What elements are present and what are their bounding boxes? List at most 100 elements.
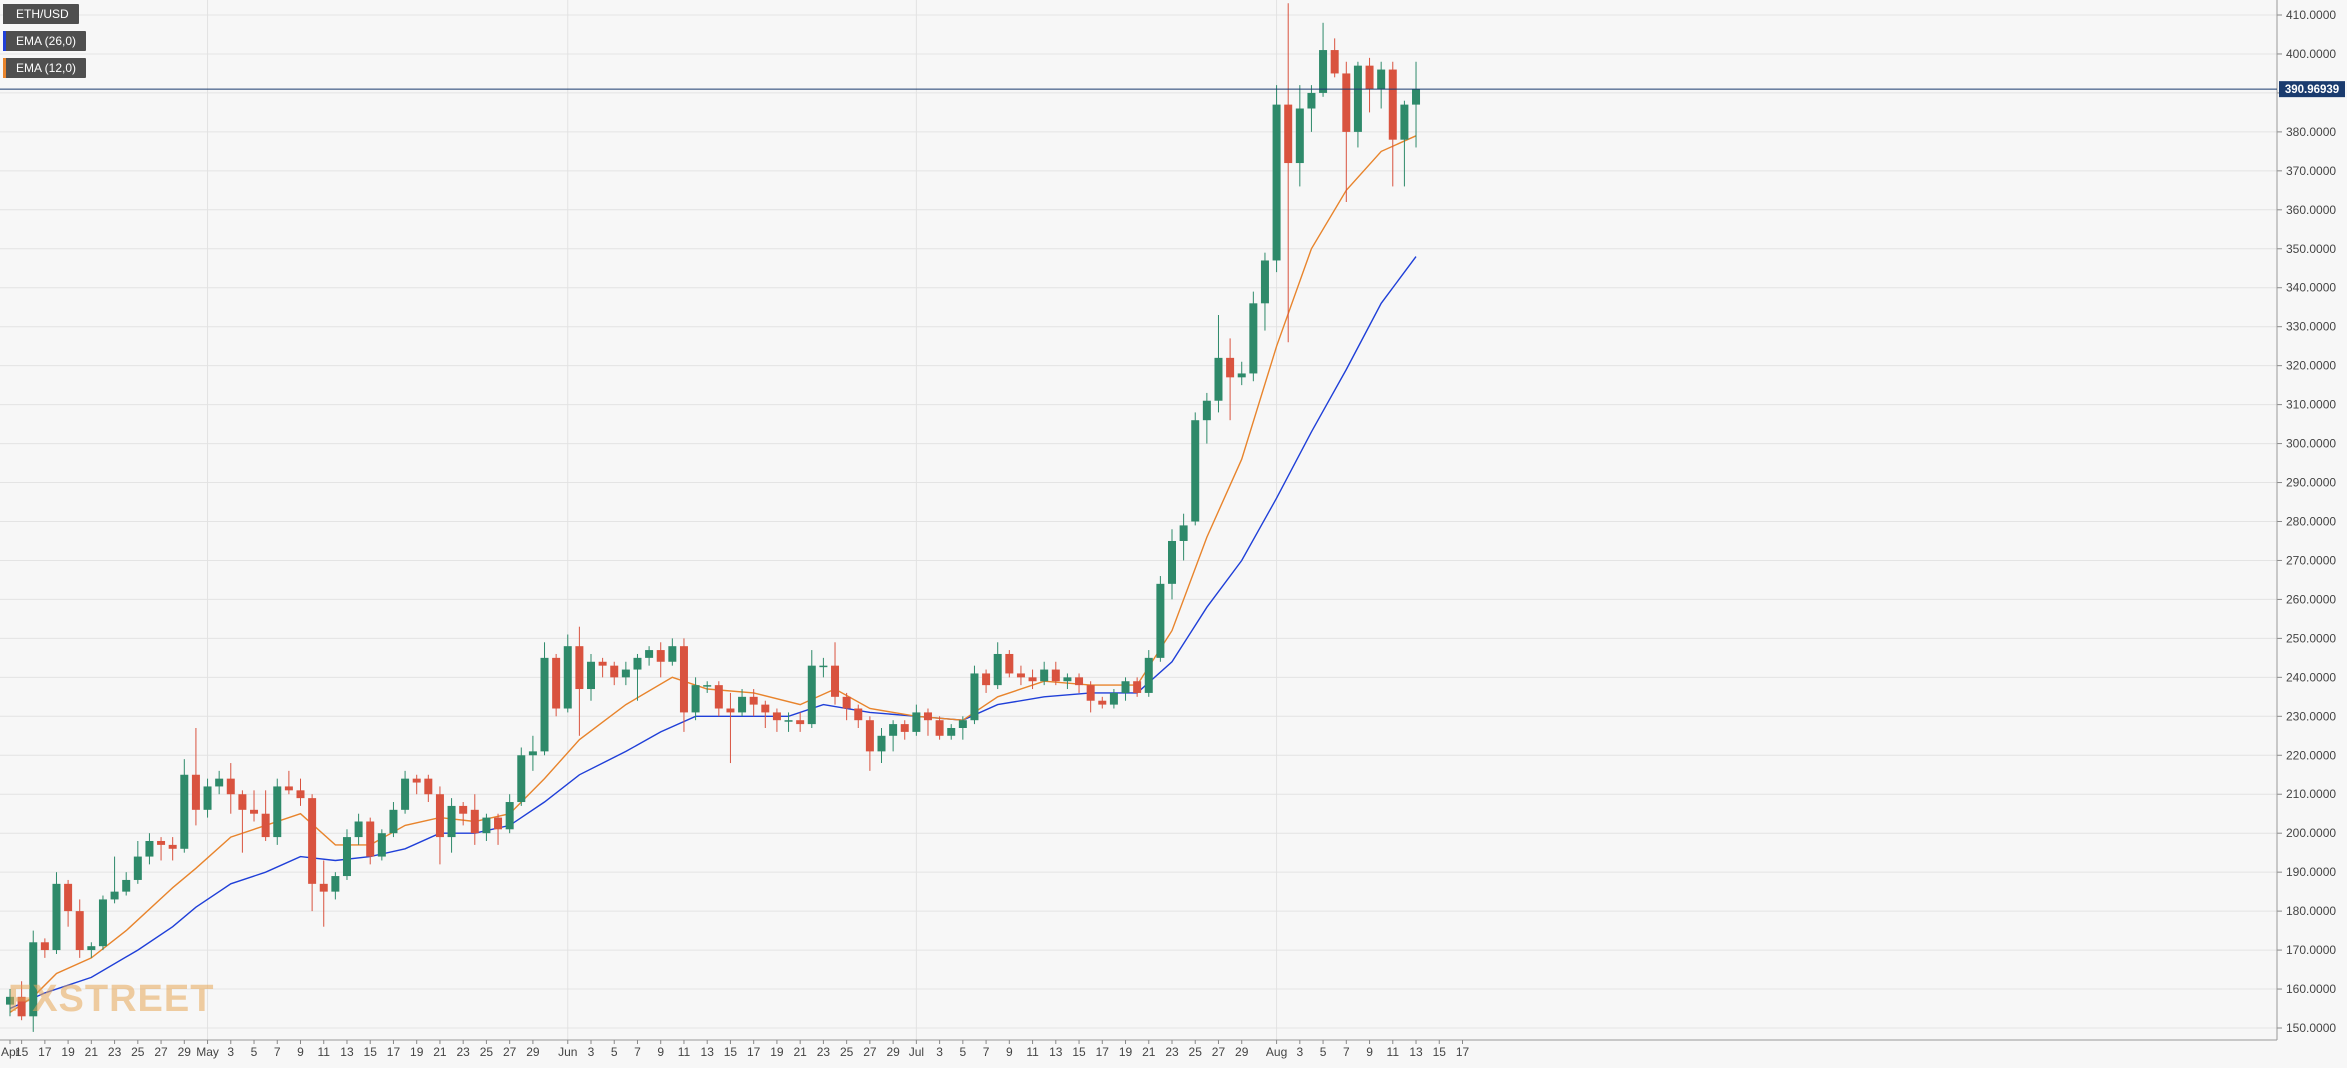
candle-body[interactable] (1249, 303, 1258, 374)
legend-item-ema12[interactable]: EMA (12,0) (3, 58, 87, 78)
candle-body[interactable] (366, 821, 375, 857)
candle-body[interactable] (215, 778, 224, 787)
candle-body[interactable] (889, 724, 898, 736)
candle-body[interactable] (772, 712, 781, 721)
candle-body[interactable] (1016, 673, 1025, 678)
candle-body[interactable] (1330, 50, 1339, 74)
candle-body[interactable] (1098, 700, 1107, 705)
candle-body[interactable] (1086, 685, 1095, 701)
candle-body[interactable] (342, 837, 351, 877)
candle-body[interactable] (1202, 400, 1211, 421)
candle-body[interactable] (610, 665, 619, 678)
ema12-line[interactable] (9, 135, 1417, 1013)
candle-body[interactable] (1214, 357, 1223, 401)
candle-body[interactable] (645, 650, 654, 658)
candle-body[interactable] (87, 946, 96, 951)
candle-body[interactable] (575, 646, 584, 690)
ema26-line[interactable] (9, 256, 1417, 1010)
candle-body[interactable] (621, 669, 630, 678)
candle-body[interactable] (191, 774, 200, 810)
candle-body[interactable] (482, 817, 491, 834)
candle-body[interactable] (157, 840, 166, 845)
candle-body[interactable] (982, 673, 991, 686)
candle-body[interactable] (923, 712, 932, 721)
candle-body[interactable] (1040, 669, 1049, 682)
legend-item-symbol[interactable]: ETH/USD (3, 4, 79, 24)
candle-body[interactable] (807, 665, 816, 725)
candle-body[interactable] (563, 646, 572, 709)
candle-body[interactable] (6, 996, 14, 1005)
candle-body[interactable] (656, 650, 665, 662)
candle-body[interactable] (668, 646, 677, 662)
candle-body[interactable] (831, 665, 840, 697)
candle-body[interactable] (947, 727, 956, 736)
candle-body[interactable] (912, 712, 921, 732)
candle-body[interactable] (250, 809, 259, 814)
candle-body[interactable] (958, 720, 967, 728)
candle-body[interactable] (470, 809, 479, 834)
candle-body[interactable] (1284, 104, 1293, 164)
candle-body[interactable] (1028, 677, 1037, 682)
candle-body[interactable] (180, 774, 189, 849)
candle-body[interactable] (1260, 260, 1269, 304)
candle-body[interactable] (459, 805, 468, 814)
candle-body[interactable] (52, 883, 61, 951)
candle-body[interactable] (389, 809, 398, 834)
candle-body[interactable] (749, 696, 758, 705)
candle-body[interactable] (168, 844, 177, 849)
candle-body[interactable] (528, 751, 537, 756)
candle-body[interactable] (273, 786, 282, 838)
candle-body[interactable] (1400, 104, 1409, 140)
candle-body[interactable] (1342, 73, 1351, 132)
candle-body[interactable] (261, 813, 270, 838)
candle-body[interactable] (64, 883, 73, 912)
candle-body[interactable] (145, 840, 154, 857)
candle-body[interactable] (761, 704, 770, 713)
candle-body[interactable] (552, 657, 561, 709)
candle-body[interactable] (935, 720, 944, 736)
candle-body[interactable] (377, 833, 386, 857)
candle-body[interactable] (238, 794, 247, 810)
candle-body[interactable] (796, 720, 805, 725)
candle-body[interactable] (29, 942, 38, 1017)
candle-body[interactable] (203, 786, 212, 810)
candle-body[interactable] (435, 794, 444, 838)
candle-body[interactable] (900, 724, 909, 732)
candle-body[interactable] (1179, 525, 1188, 541)
candle-body[interactable] (1412, 89, 1421, 105)
candle-body[interactable] (633, 657, 642, 670)
candle-body[interactable] (1377, 69, 1386, 90)
candle-body[interactable] (1121, 681, 1130, 693)
candle-body[interactable] (1319, 50, 1328, 93)
candle-body[interactable] (296, 790, 305, 799)
candle-body[interactable] (122, 879, 131, 892)
legend-item-ema26[interactable]: EMA (26,0) (3, 31, 87, 51)
candle-body[interactable] (970, 673, 979, 721)
candle-body[interactable] (1168, 540, 1176, 584)
candle-body[interactable] (1226, 357, 1235, 378)
candle-body[interactable] (679, 646, 688, 713)
candle-body[interactable] (1156, 583, 1165, 658)
candle-body[interactable] (1272, 104, 1281, 261)
candle-body[interactable] (424, 778, 433, 795)
candle-body[interactable] (1365, 65, 1374, 90)
candle-body[interactable] (784, 720, 793, 722)
candle-body[interactable] (691, 685, 700, 713)
candle-body[interactable] (1191, 420, 1200, 522)
candle-body[interactable] (517, 755, 526, 803)
candle-body[interactable] (1388, 69, 1397, 140)
candle-body[interactable] (842, 696, 851, 709)
candle-body[interactable] (1063, 677, 1072, 682)
candle-body[interactable] (110, 891, 119, 900)
candle-body[interactable] (98, 899, 107, 947)
candle-body[interactable] (819, 665, 828, 668)
candle-body[interactable] (598, 661, 607, 666)
candle-body[interactable] (703, 685, 712, 687)
candle-body[interactable] (714, 685, 723, 709)
candle-body[interactable] (331, 876, 340, 892)
candle-body[interactable] (401, 778, 410, 810)
candle-body[interactable] (494, 817, 503, 830)
candle-body[interactable] (726, 708, 735, 713)
candle-body[interactable] (412, 778, 421, 783)
candle-body[interactable] (1307, 92, 1316, 109)
